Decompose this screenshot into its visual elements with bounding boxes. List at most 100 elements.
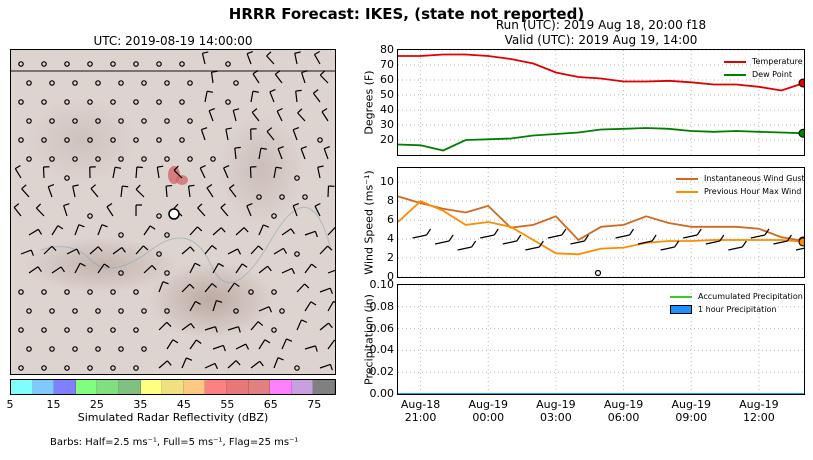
calm-station-circle [118,232,124,238]
y-tick-label: 80 [380,43,394,56]
calm-station-circle [64,289,70,295]
radar-map[interactable] [10,49,336,375]
calm-station-circle [118,156,124,162]
wind-barb [480,228,499,239]
calm-station-circle [110,327,116,333]
legend-swatch [676,177,698,180]
wind-barb [51,225,64,236]
precip-panel [397,284,805,395]
calm-station-circle [87,213,93,219]
x-tick-date: Aug-19 [468,398,508,411]
calm-station-circle [49,308,55,314]
wind-barb [319,322,333,331]
calm-station-circle [64,99,70,105]
wind-barb [304,263,317,274]
wind-barb [227,326,241,333]
wind-panel [397,167,813,278]
wind-barb [281,338,293,350]
calm-station-circle [49,118,55,124]
wind-barb [28,228,43,236]
wind-barb [773,234,792,245]
calm-station-circle [118,118,124,124]
colorbar-cell [205,380,227,394]
calm-station-circle [141,308,147,314]
station-marker [168,208,180,220]
calm-station-circle [271,213,277,219]
colorbar-cell [97,380,119,394]
wind-barb [14,164,22,179]
calm-station-circle [110,99,116,105]
wind-barb [312,89,321,103]
wind-barb [66,248,81,255]
wind-barb [181,283,195,293]
wind-barb [266,51,275,65]
calm-station-circle [95,308,101,314]
calm-station-circle [95,346,101,352]
barb-note: Barbs: Half=2.5 ms⁻¹, Full=5 ms⁻¹, Flag=… [50,437,299,448]
wind-barb [212,227,226,236]
colorbar-cell [313,380,335,394]
calm-station-circle [164,156,170,162]
calm-station-circle [41,137,47,143]
calm-station-circle [164,80,170,86]
wind-barb [317,165,324,179]
calm-station-circle [279,308,285,314]
wind-barb [637,234,657,245]
wind-barb [250,128,257,141]
calm-station-circle [164,118,170,124]
wind-barb [232,108,240,122]
wind-barb [165,184,173,198]
temp-legend: Temperature Dew Point [724,55,803,81]
x-tick-label: Aug-19 06:00 [604,398,643,424]
calm-station-circle [118,80,124,86]
y-tick-label: 60 [380,73,394,86]
wind-barb [228,184,237,198]
legend-item: Instantaneous Wind Gust [676,172,805,185]
wind-barb [301,70,308,84]
legend-item: Temperature [724,55,803,68]
calm-station-circle [164,308,170,314]
colorbar-cell [32,380,55,394]
wind-barb [212,262,224,274]
wind-barb [72,184,79,198]
wind-barb [660,240,680,251]
calm-station-circle [317,137,323,143]
wind-barb [235,227,249,236]
wind-barb [173,165,183,179]
legend-swatch [670,295,692,298]
wind-barb [274,70,283,84]
calm-station-circle [133,327,139,333]
x-tick-label: Aug-19 09:00 [671,398,710,424]
y-tick-label: 0.00 [369,387,395,400]
x-tick-date: Aug-19 [536,398,576,411]
calm-station-circle [141,80,147,86]
wind-barb [246,51,253,65]
calm-station-circle [118,308,124,314]
calm-station-circle [133,99,139,105]
legend-swatch [670,305,692,314]
colorbar-tick: 75 [307,398,322,411]
wind-barb [276,107,283,122]
calm-station-circle [64,175,70,181]
y-tick-label: 0.06 [369,321,395,335]
calm-station-circle [26,346,32,352]
wind-barb [273,166,282,179]
colorbar-tick: 65 [263,398,278,411]
wind-barb [570,234,589,245]
radar-echo [176,175,188,185]
legend-label: 1 hour Precipitation [698,305,777,314]
wind-barb [314,202,321,217]
colorbar-cell [291,380,314,394]
calm-station-circle [64,365,70,371]
wind-barb [28,266,42,274]
series-line [397,127,805,152]
wind-barb [197,203,206,217]
wind-barb [189,226,203,236]
calm-station-circle [72,346,78,352]
wind-barb [234,146,241,160]
colorbar-cell [118,380,141,394]
y-tick-label: 0.02 [369,365,395,379]
x-tick-time: 06:00 [607,411,640,424]
y-tick-label: 10 [380,175,394,189]
reflectivity-colorbar [10,379,336,395]
